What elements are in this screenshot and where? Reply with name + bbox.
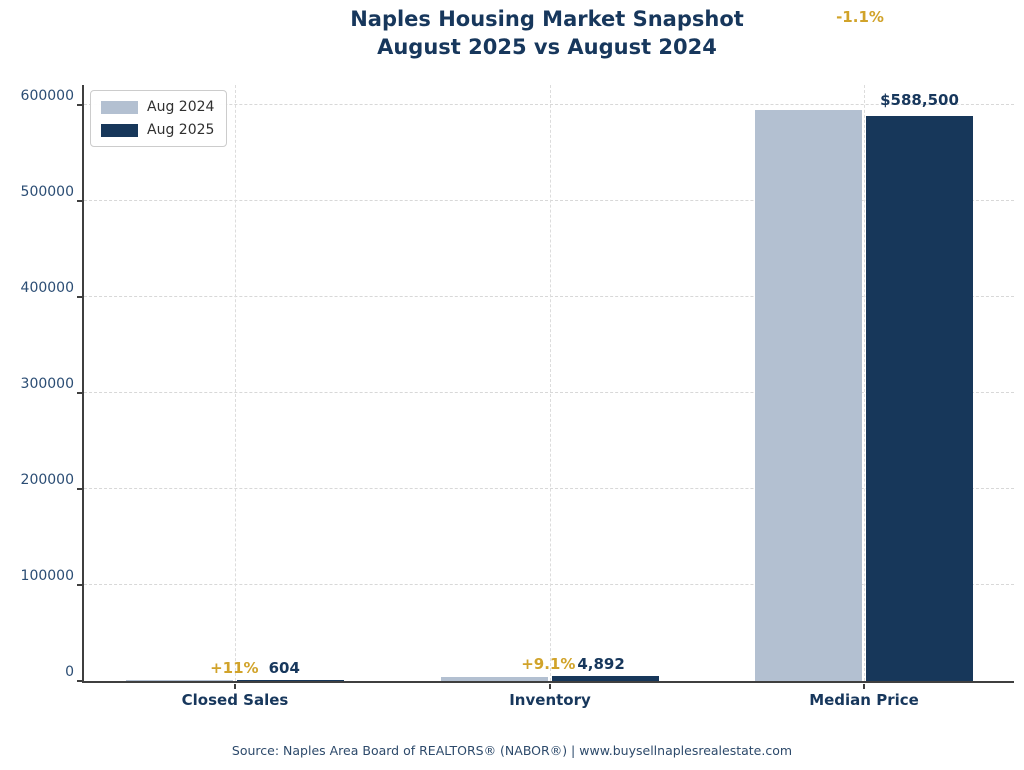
value-label: 604 <box>268 659 300 677</box>
y-tick-label: 500000 <box>20 184 74 201</box>
pct-change-label: +9.1% <box>521 655 576 673</box>
bar-aug-2025-inventory <box>552 676 659 681</box>
chart-title-line1: Naples Housing Market Snapshot <box>350 7 744 31</box>
y-tick-mark <box>77 200 82 203</box>
annotation-closed-sales: +11% 604 <box>210 659 300 677</box>
y-tick-label: 300000 <box>20 376 74 393</box>
y-tick-label: 600000 <box>20 88 74 105</box>
legend-item-aug-2024: Aug 2024 <box>101 99 214 115</box>
x-tick-mark <box>234 684 236 689</box>
pct-change-label: +11% <box>210 659 259 677</box>
annotation-inventory: +9.1% 4,892 <box>521 655 625 673</box>
chart-title: Naples Housing Market Snapshot August 20… <box>82 6 1012 61</box>
x-gridline <box>550 85 551 681</box>
y-tick-label: 0 <box>65 664 74 680</box>
bar-aug-2025-median-price <box>866 116 973 681</box>
x-tick-mark <box>863 684 865 689</box>
y-tick-label: 200000 <box>20 472 74 489</box>
legend-label: Aug 2024 <box>147 99 215 115</box>
legend-item-aug-2025: Aug 2025 <box>101 122 214 138</box>
y-gridline <box>84 200 1014 202</box>
y-tick-mark <box>77 584 82 587</box>
y-tick-mark <box>77 104 82 107</box>
value-label: 4,892 <box>577 655 625 673</box>
legend-swatch-icon <box>101 100 138 114</box>
chart-title-line2: August 2025 vs August 2024 <box>377 34 717 59</box>
bar-aug-2024-inventory <box>441 677 548 681</box>
y-tick-label: 100000 <box>20 568 74 585</box>
y-gridline <box>84 392 1014 394</box>
x-gridline <box>235 85 236 681</box>
y-tick-mark <box>77 488 82 491</box>
x-tick-label-inventory: Inventory <box>509 691 591 709</box>
y-tick-mark <box>77 680 82 682</box>
y-gridline <box>84 488 1014 490</box>
legend: Aug 2024 Aug 2025 <box>90 90 228 147</box>
y-gridline <box>84 584 1014 586</box>
y-tick-mark <box>77 392 82 395</box>
x-tick-label-closed-sales: Closed Sales <box>181 691 289 709</box>
plot-area: 0 100000 200000 300000 400000 500000 600000 Clo… <box>21 85 1014 709</box>
median-price-value-label: $588,500 <box>880 91 959 109</box>
legend-label: Aug 2025 <box>147 122 215 138</box>
source-attribution: Source: Naples Area Board of REALTORS® (… <box>231 743 793 758</box>
bar-aug-2024-median-price <box>755 110 862 681</box>
y-tick-label: 400000 <box>20 280 74 297</box>
y-tick-mark <box>77 296 82 299</box>
x-gridline <box>864 85 865 681</box>
median-price-pct-annotation: -1.1% <box>836 8 884 26</box>
x-tick-label-median-price: Median Price <box>809 691 919 709</box>
legend-swatch-icon <box>101 123 138 137</box>
x-tick-mark <box>549 684 551 689</box>
y-gridline <box>84 296 1014 298</box>
bar-aug-2025-closed-sales <box>237 680 344 681</box>
y-gridline <box>84 104 1014 106</box>
bar-aug-2024-closed-sales <box>126 680 233 681</box>
